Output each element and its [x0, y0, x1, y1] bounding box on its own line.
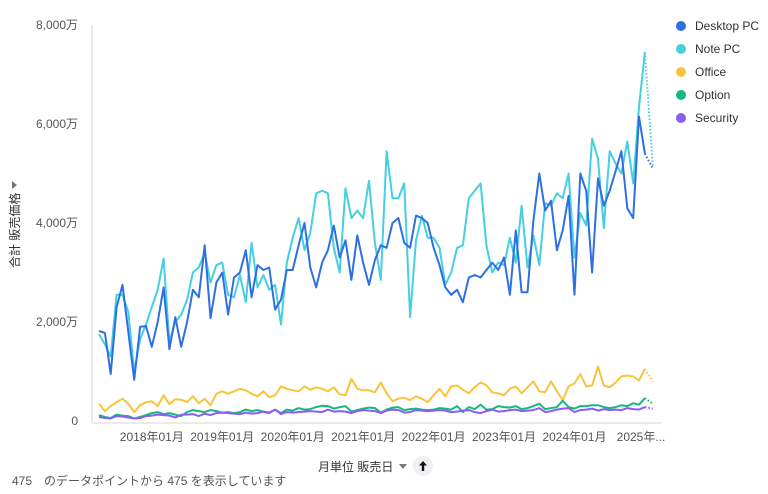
series-line-security[interactable]	[98, 406, 646, 420]
sort-ascending-button[interactable]	[413, 456, 434, 476]
x-tick-label: 2018年01月	[120, 430, 184, 444]
y-tick-label: 2,000万	[36, 315, 78, 329]
y-tick-label: 0	[71, 414, 78, 428]
y-axis-ticks: 0 2,000万 4,000万 6,000万 8,000万	[36, 18, 78, 428]
y-axis-label[interactable]: 合計 販売価格	[6, 180, 23, 268]
y-axis-label-text: 合計 販売価格	[8, 192, 22, 268]
dot-icon	[676, 43, 686, 54]
series-line-note-pc[interactable]	[98, 52, 646, 373]
x-tick-label: 2021年01月	[331, 430, 395, 444]
series-lines	[98, 52, 654, 420]
y-tick-label: 8,000万	[36, 18, 78, 32]
x-axis-ticks: 2018年01月 2019年01月 2020年01月 2021年01月 2022年01月…	[120, 430, 666, 444]
dot-icon	[676, 20, 686, 31]
legend-label: Security	[695, 110, 739, 125]
legend-item-note-pc[interactable]: Note PC	[676, 37, 759, 60]
caret-down-icon	[12, 180, 17, 189]
series-projection-note-pc	[643, 52, 654, 167]
x-tick-label: 2025年...	[617, 430, 666, 444]
x-tick-label: 2023年01月	[472, 430, 536, 444]
x-tick-label: 2022年01月	[402, 430, 466, 444]
series-projection-option	[644, 397, 654, 405]
legend-label: Desktop PC	[695, 18, 760, 33]
x-axis-label-text[interactable]: 月単位 販売日	[318, 459, 394, 474]
series-projection-desktop-pc	[644, 153, 654, 170]
series-line-office[interactable]	[98, 365, 646, 414]
legend-item-security[interactable]: Security	[676, 106, 759, 129]
series-projection-office	[644, 368, 654, 382]
x-tick-label: 2019年01月	[190, 430, 254, 444]
x-tick-label: 2020年01月	[261, 430, 325, 444]
legend-label: Note PC	[695, 41, 741, 56]
data-point-count: 475 のデータポイントから 475 を表示しています	[12, 474, 287, 488]
series-line-desktop-pc[interactable]	[98, 115, 646, 381]
y-tick-label: 6,000万	[36, 117, 78, 131]
legend-item-desktop-pc[interactable]: Desktop PC	[676, 14, 759, 37]
legend-label: Option	[695, 87, 731, 102]
legend-label: Office	[695, 64, 727, 79]
dot-icon	[676, 66, 686, 77]
series-projection-security	[644, 406, 653, 410]
x-axis-label: 月単位 販売日	[318, 456, 434, 476]
series-line-option[interactable]	[98, 397, 646, 420]
caret-down-icon[interactable]	[399, 463, 408, 469]
y-tick-label: 4,000万	[36, 216, 78, 230]
legend-item-option[interactable]: Option	[676, 83, 759, 106]
arrow-up-icon	[419, 461, 428, 471]
dot-icon	[676, 112, 686, 123]
x-tick-label: 2024年01月	[542, 430, 606, 444]
legend-item-office[interactable]: Office	[676, 60, 759, 83]
dot-icon	[676, 89, 686, 100]
legend: Desktop PC Note PC Office Option Securit…	[676, 14, 759, 129]
